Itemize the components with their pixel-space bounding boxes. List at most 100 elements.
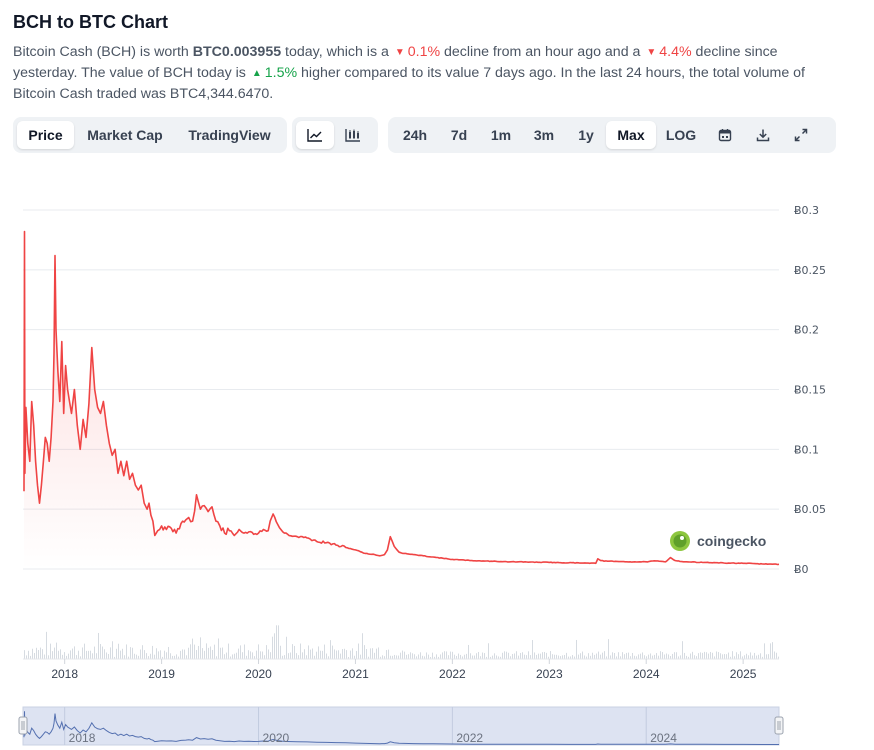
volume-bar [462, 656, 463, 659]
volume-bar [586, 656, 587, 659]
volume-bar [710, 651, 711, 659]
volume-bar [408, 654, 409, 659]
volume-bar [326, 653, 327, 659]
volume-bar [72, 648, 73, 659]
volume-bar [354, 655, 355, 659]
volume-bar [536, 654, 537, 659]
download-button[interactable] [744, 121, 782, 149]
volume-bar [42, 649, 43, 659]
volume-bar [352, 648, 353, 659]
tab-price[interactable]: Price [17, 121, 74, 149]
volume-bar [208, 647, 209, 659]
week-change: ▲ 1.5% [250, 65, 297, 81]
volume-bar [266, 645, 267, 659]
volume-bar [60, 649, 61, 659]
volume-bar [440, 654, 441, 659]
volume-bar [322, 650, 323, 659]
hour-change-value: 0.1% [407, 44, 441, 60]
volume-bar [696, 656, 697, 659]
volume-bar [542, 652, 543, 659]
log-scale-button[interactable]: LOG [665, 127, 697, 143]
range-1m[interactable]: 1m [490, 127, 512, 143]
volume-bar [114, 656, 115, 659]
volume-bar [166, 652, 167, 659]
price-description: Bitcoin Cash (BCH) is worth BTC0.003955 … [13, 42, 843, 104]
volume-bar [300, 643, 301, 659]
volume-bar [96, 653, 97, 659]
volume-bar [214, 644, 215, 659]
volume-bar [378, 647, 379, 659]
candlestick-chart-button[interactable] [334, 121, 372, 149]
volume-bar [436, 654, 437, 659]
line-chart-button[interactable] [296, 121, 334, 149]
volume-bar [638, 654, 639, 659]
volume-bars [24, 625, 779, 659]
volume-bar [632, 652, 633, 659]
volume-bar [302, 652, 303, 659]
range-24h[interactable]: 24h [402, 127, 428, 143]
range-3m[interactable]: 3m [533, 127, 555, 143]
navigator-line [23, 711, 779, 745]
calendar-button[interactable] [706, 121, 744, 149]
volume-bar [244, 644, 245, 659]
navigator-tick-label: 2020 [263, 731, 290, 745]
range-1y[interactable]: 1y [578, 127, 594, 143]
volume-bar [170, 653, 171, 659]
expand-button[interactable] [782, 121, 820, 149]
volume-bar [736, 652, 737, 659]
volume-bar [246, 655, 247, 659]
page-title: BCH to BTC Chart [13, 12, 168, 32]
navigator-right-handle[interactable] [774, 716, 784, 735]
hour-change: ▼ 0.1% [393, 44, 440, 60]
volume-bar [718, 652, 719, 659]
volume-bar [540, 653, 541, 659]
y-tick-label: Ƀ0.05 [794, 503, 826, 516]
volume-bar [372, 648, 373, 659]
volume-bar [552, 654, 553, 659]
volume-bar [206, 643, 207, 659]
volume-bar [546, 652, 547, 659]
volume-bar [144, 650, 145, 659]
volume-bar [706, 652, 707, 659]
volume-bar [568, 656, 569, 659]
volume-bar [584, 655, 585, 659]
volume-bar [636, 656, 637, 659]
range-navigator[interactable]: 2018 2020 2022 2024 [18, 706, 784, 746]
volume-bar [590, 655, 591, 659]
volume-bar [522, 652, 523, 659]
volume-bar [54, 647, 55, 659]
volume-bar [454, 654, 455, 659]
tab-tradingview[interactable]: TradingView [188, 127, 271, 143]
volume-bar [36, 647, 37, 659]
caret-down-icon: ▼ [646, 47, 657, 58]
volume-bar [752, 655, 753, 659]
volume-bar [384, 656, 385, 659]
volume-bar [392, 655, 393, 659]
volume-bar [516, 651, 517, 659]
volume-bar [778, 656, 779, 659]
volume-bar [66, 655, 67, 659]
volume-bar [754, 652, 755, 659]
volume-bar [94, 646, 95, 659]
volume-bar [534, 652, 535, 659]
time-range-selector: 24h 7d 1m 3m 1y Max LOG [388, 117, 836, 153]
tab-market-cap[interactable]: Market Cap [87, 127, 163, 143]
volume-bar [176, 654, 177, 659]
volume-bar [548, 656, 549, 659]
volume-bar [624, 654, 625, 659]
volume-bar [560, 656, 561, 659]
volume-bar [398, 655, 399, 659]
volume-bar [764, 643, 765, 659]
range-7d[interactable]: 7d [450, 127, 468, 143]
volume-bar [160, 650, 161, 659]
navigator-labels: 2018 2020 2022 2024 [69, 731, 678, 745]
volume-bar [38, 650, 39, 659]
volume-bar [430, 656, 431, 659]
volume-bar [364, 645, 365, 659]
range-max[interactable]: Max [606, 121, 656, 149]
volume-bar [434, 656, 435, 659]
navigator-left-handle[interactable] [18, 716, 28, 735]
volume-bar [254, 656, 255, 659]
coingecko-watermark: coingecko [670, 531, 766, 551]
